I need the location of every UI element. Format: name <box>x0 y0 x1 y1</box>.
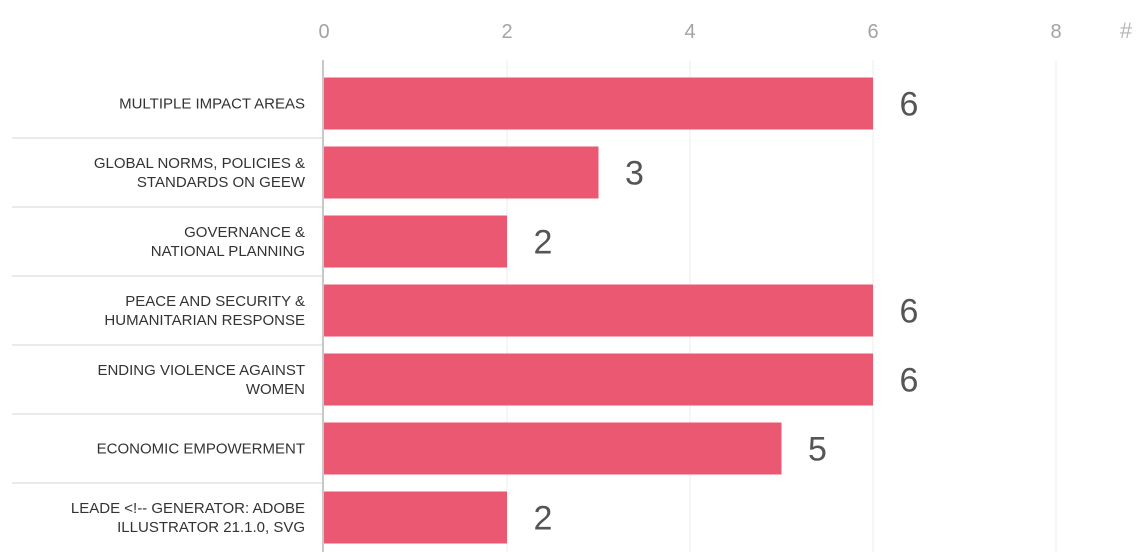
category-label: GLOBAL NORMS, POLICIES & <box>94 155 305 172</box>
bar <box>324 284 873 337</box>
bar-value-label: 2 <box>534 224 553 262</box>
value-labels: 6 3 2 6 6 5 2 <box>534 86 919 538</box>
bar <box>324 491 507 544</box>
bar-value-label: 2 <box>534 500 553 538</box>
category-label: STANDARDS ON GEEW <box>137 174 306 191</box>
row-separators <box>12 137 322 484</box>
x-tick-label: 0 <box>318 21 329 43</box>
x-axis-unit-label: # <box>1120 18 1133 43</box>
bars <box>324 77 873 544</box>
bar-value-label: 6 <box>900 293 919 331</box>
category-label: HUMANITARIAN RESPONSE <box>104 312 305 329</box>
bar-value-label: 5 <box>808 431 827 469</box>
bar <box>324 353 873 406</box>
category-label: WOMEN <box>246 381 305 398</box>
bar-value-label: 6 <box>900 362 919 400</box>
category-label: ECONOMIC EMPOWERMENT <box>97 441 305 458</box>
category-labels: MULTIPLE IMPACT AREAS GLOBAL NORMS, POLIC… <box>71 96 306 537</box>
category-label: GOVERNANCE & <box>184 224 305 241</box>
category-label: LEADE <!-- GENERATOR: ADOBE <box>71 500 305 517</box>
x-tick-label: 8 <box>1050 21 1061 43</box>
bar <box>324 215 507 268</box>
x-tick-label: 6 <box>867 21 878 43</box>
bar <box>324 422 782 475</box>
category-label: ILLUSTRATOR 21.1.0, SVG <box>117 519 305 536</box>
x-tick-label: 4 <box>684 21 695 43</box>
bar <box>324 146 599 199</box>
x-axis-ticks: 0 2 4 6 8 <box>318 21 1061 43</box>
bar-value-label: 6 <box>900 86 919 124</box>
category-label: PEACE AND SECURITY & <box>125 293 305 310</box>
bar <box>324 77 873 130</box>
x-tick-label: 2 <box>501 21 512 43</box>
category-label: ENDING VIOLENCE AGAINST <box>97 362 305 379</box>
category-label: NATIONAL PLANNING <box>151 243 305 260</box>
bar-value-label: 3 <box>625 155 644 193</box>
category-label: MULTIPLE IMPACT AREAS <box>119 96 305 113</box>
